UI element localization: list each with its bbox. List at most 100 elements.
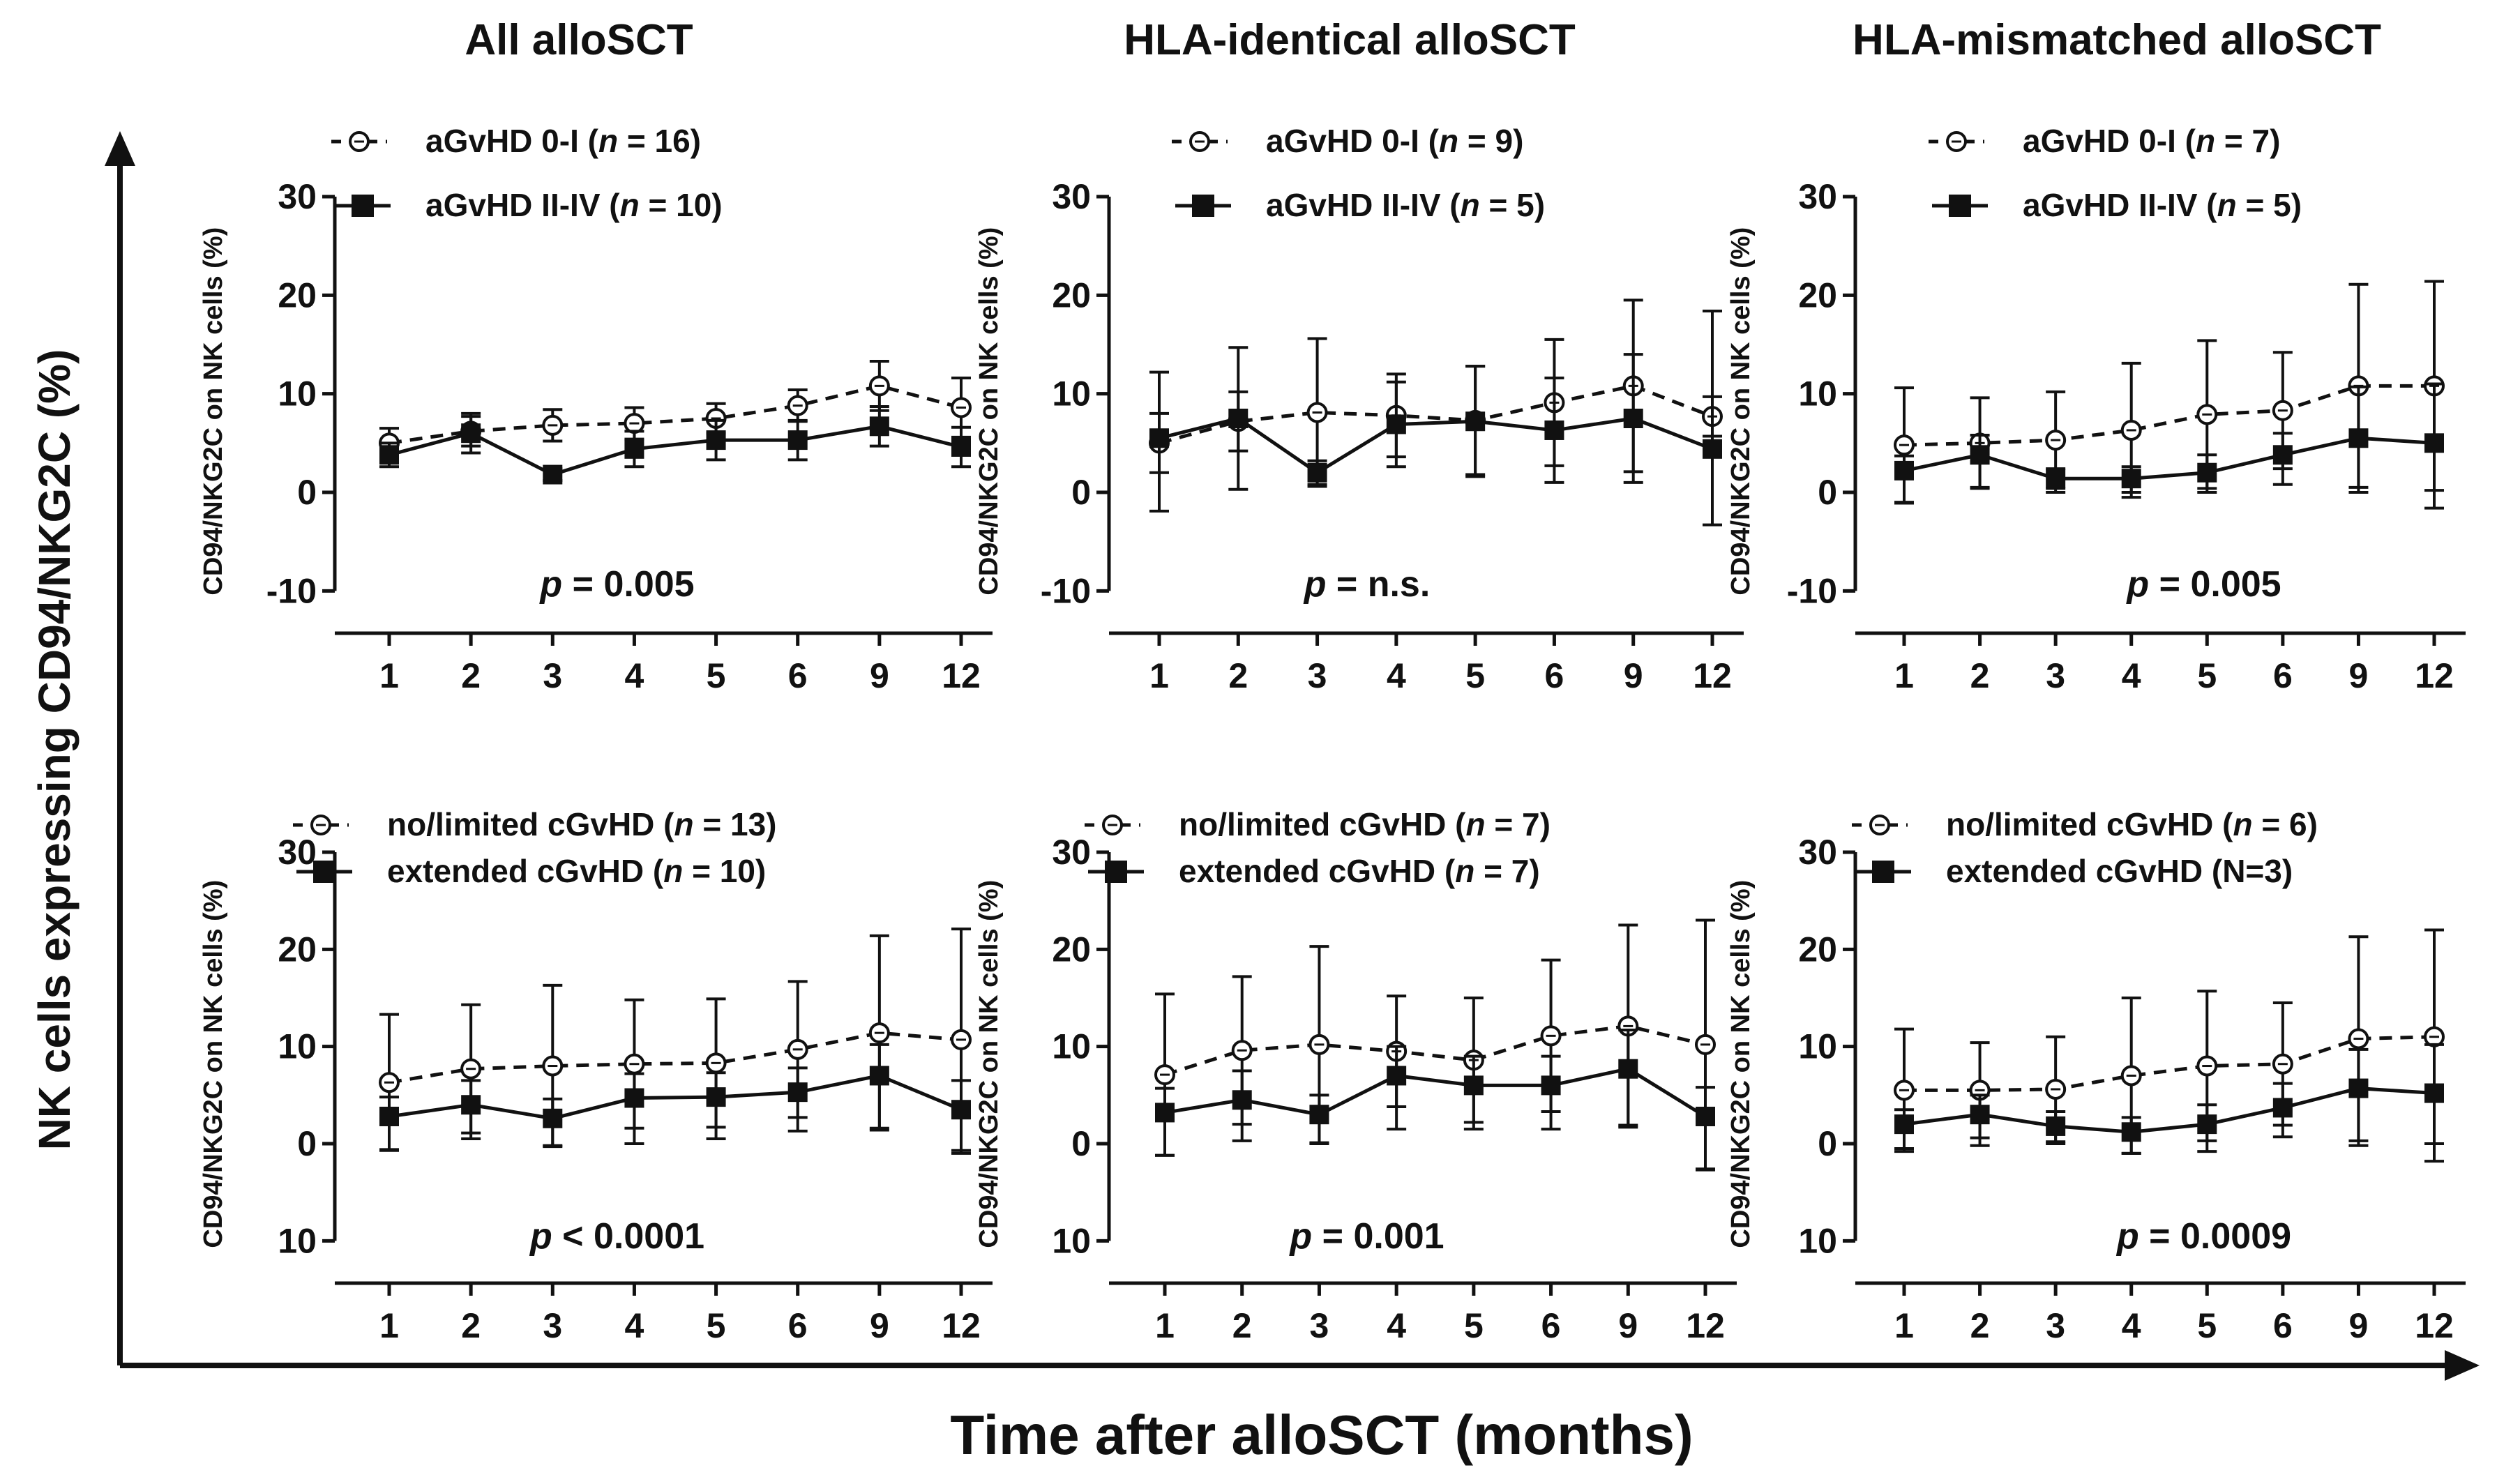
x-tick-label: 6 <box>2273 1306 2293 1345</box>
p-value-text: = 0.005 <box>562 564 694 605</box>
x-tick-label: 5 <box>2197 1306 2217 1345</box>
y-tick-label: 0 <box>297 1124 317 1163</box>
y-tick-label: 10 <box>1798 1221 1837 1260</box>
y-tick-label: 10 <box>1798 1027 1837 1066</box>
series-low-grade <box>1154 918 1716 1171</box>
p-value-text: = 0.0009 <box>2139 1216 2291 1257</box>
series-low-grade <box>379 927 972 1152</box>
legend-marker-square <box>1949 195 1971 217</box>
series-line <box>388 424 962 477</box>
data-point-square <box>1307 462 1327 483</box>
global-y-label: NK cells expressing CD94/NKG2C (%) <box>29 349 80 1151</box>
p-value-symbol: p <box>2115 1216 2139 1257</box>
data-point-square <box>2197 1114 2217 1135</box>
y-axis-label: CD94/NKG2C on NK cells (%) <box>974 880 1004 1248</box>
legend-label-n-text: n <box>1461 187 1480 223</box>
data-point-square <box>869 416 889 437</box>
y-tick-label: 10 <box>1052 1221 1091 1260</box>
data-point-square <box>2121 469 2141 489</box>
y-tick-label: 20 <box>278 275 317 315</box>
y-axis-label: CD94/NKG2C on NK cells (%) <box>1726 880 1756 1248</box>
x-tick-label: 2 <box>1970 1306 1990 1345</box>
data-point-square <box>379 445 399 465</box>
legend-label-n-text: n <box>674 806 693 842</box>
x-tick-label: 2 <box>1228 656 1248 695</box>
legend-entry-high-grade: aGvHD II-IV (n = 10) <box>335 187 723 223</box>
data-point-square <box>2046 1116 2066 1136</box>
y-tick-label: 30 <box>278 833 317 872</box>
legend-label: aGvHD II-IV (n = 5) <box>1266 187 1545 223</box>
legend-entry-high-grade: aGvHD II-IV (n = 5) <box>1932 187 2302 223</box>
legend-entry-low-grade: no/limited cGvHD (n = 7) <box>1085 806 1551 842</box>
series-line <box>1903 1086 2435 1134</box>
x-tick-label: 1 <box>1894 656 1914 695</box>
y-tick-label: -10 <box>1787 571 1837 610</box>
data-point-square <box>2197 462 2217 483</box>
data-point-square <box>1465 411 1486 432</box>
global-y-arrowhead <box>105 131 135 166</box>
legend-label-n-text: n <box>1455 853 1474 889</box>
p-value: p < 0.0001 <box>529 1216 704 1257</box>
series-line <box>1164 1024 1706 1077</box>
p-value-symbol: p <box>538 564 562 605</box>
p-value-text: = n.s. <box>1326 564 1430 605</box>
legend-label-label: extended cGvHD ( <box>387 853 664 889</box>
x-tick-label: 3 <box>2046 656 2065 695</box>
legend-label: extended cGvHD (n = 10) <box>387 853 766 889</box>
x-tick-label: 3 <box>1310 1306 1329 1345</box>
y-tick-label: 10 <box>278 1221 317 1260</box>
x-tick-label: 6 <box>788 1306 808 1345</box>
series-high-grade <box>1894 382 2444 510</box>
x-tick-label: 2 <box>1232 1306 1252 1345</box>
p-value-symbol: p <box>1288 1216 1312 1257</box>
data-point-square <box>2046 469 2066 489</box>
legend-label: aGvHD II-IV (n = 10) <box>425 187 723 223</box>
data-point-square <box>1541 1075 1561 1096</box>
data-point-square <box>543 464 563 485</box>
y-tick-label: 0 <box>1071 1124 1091 1163</box>
series-high-grade <box>1894 1043 2444 1163</box>
data-point-square <box>461 423 481 444</box>
legend-label-label: extended cGvHD ( <box>1179 853 1456 889</box>
y-tick-label: 30 <box>1052 833 1091 872</box>
x-tick-label: 1 <box>379 656 399 695</box>
legend-label-n-rest: = 7) <box>2215 123 2280 159</box>
x-tick-label: 6 <box>788 656 808 695</box>
series-low-grade <box>1894 280 2445 504</box>
legend-label: extended cGvHD (N=3) <box>1946 853 2293 889</box>
data-point-square <box>1894 1114 1914 1135</box>
legend-marker-square <box>352 195 374 217</box>
x-tick-label: 4 <box>625 1306 644 1345</box>
x-tick-label: 5 <box>1464 1306 1484 1345</box>
data-point-square <box>1970 445 1990 465</box>
legend-label-n-rest: = 10) <box>683 853 766 889</box>
legend-label-n-rest: = 7) <box>1486 806 1551 842</box>
p-value: p = n.s. <box>1303 564 1431 605</box>
x-tick-label: 9 <box>870 656 889 695</box>
legend-label: extended cGvHD (n = 7) <box>1179 853 1540 889</box>
x-tick-label: 1 <box>1894 1306 1914 1345</box>
legend-entry-high-grade: extended cGvHD (n = 7) <box>1088 853 1540 889</box>
x-tick-label: 5 <box>707 1306 726 1345</box>
data-point-square <box>706 430 726 450</box>
y-tick-label: 0 <box>1071 473 1091 512</box>
column-title-all: All alloSCT <box>465 16 693 64</box>
p-value: p = 0.005 <box>2125 564 2281 605</box>
x-tick-label: 4 <box>1387 1306 1406 1345</box>
x-tick-label: 12 <box>942 656 981 695</box>
series-line <box>1904 1035 2435 1092</box>
data-point-square <box>1623 409 1643 428</box>
y-tick-label: 30 <box>1052 177 1091 216</box>
x-tick-label: 4 <box>625 656 644 695</box>
data-point-square <box>2348 428 2369 448</box>
y-tick-label: 20 <box>1798 275 1837 315</box>
data-point-square <box>2121 1122 2141 1142</box>
data-point-square <box>2348 1078 2369 1098</box>
series-line <box>1164 1067 1707 1119</box>
legend-label-label: aGvHD 0-I ( <box>1266 123 1440 159</box>
data-point-square <box>1894 460 1914 480</box>
legend-label-label: no/limited cGvHD ( <box>387 806 674 842</box>
